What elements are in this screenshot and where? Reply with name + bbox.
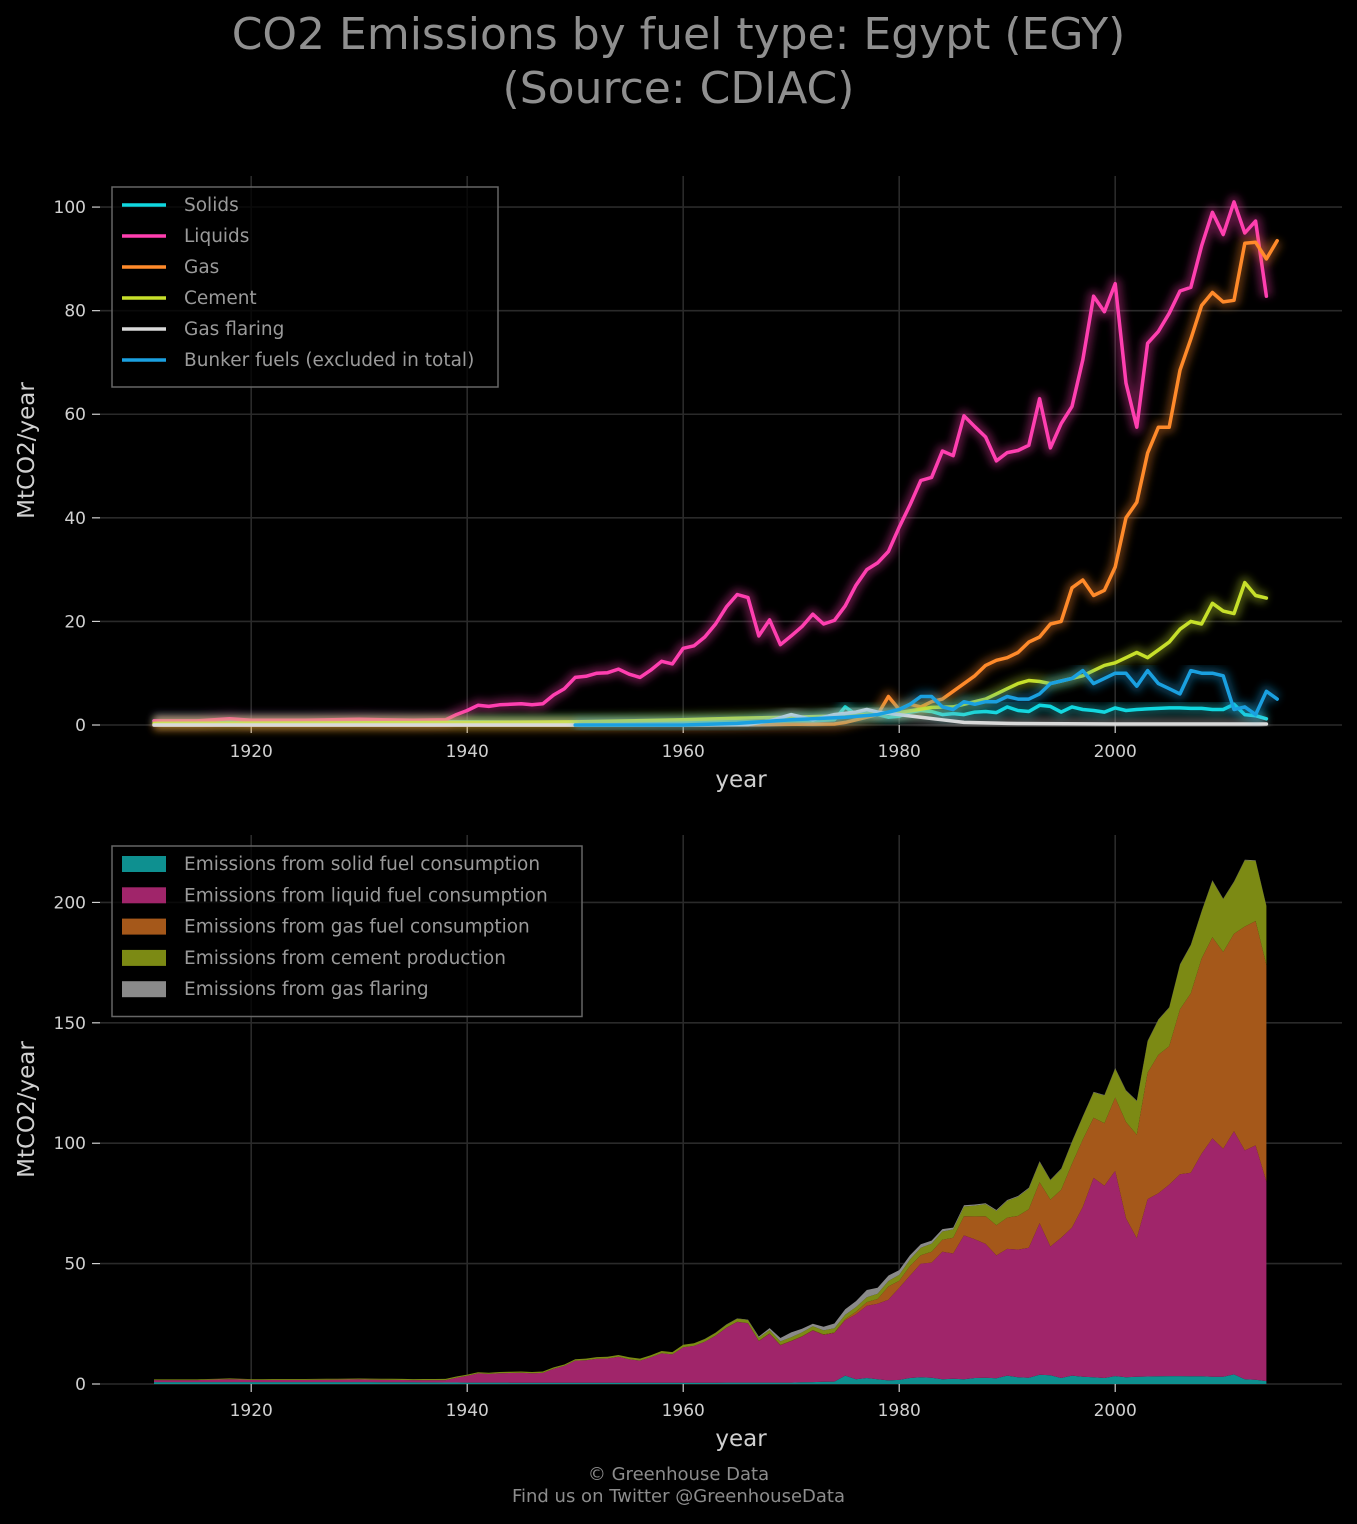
legend-label: Liquids (184, 226, 249, 247)
legend-label: Gas (184, 257, 219, 278)
legend-label: Emissions from cement production (184, 948, 506, 969)
legend-label: Bunker fuels (excluded in total) (184, 350, 474, 371)
y-axis-label: MtCO2/year (14, 382, 40, 519)
y-tick-label: 0 (75, 716, 86, 736)
x-axis-label: year (715, 767, 767, 793)
footer-twitter: Find us on Twitter @GreenhouseData (511, 1486, 846, 1507)
footer: © Greenhouse Data Find us on Twitter @Gr… (0, 1464, 1357, 1508)
x-axis-label: year (715, 1426, 767, 1452)
x-tick-label: 1980 (878, 1401, 921, 1421)
series-glow (153, 576, 1268, 730)
x-tick-label: 1940 (446, 1401, 489, 1421)
x-tick-label: 2000 (1094, 742, 1137, 762)
legend-swatch (122, 949, 166, 966)
y-tick-label: 0 (75, 1375, 86, 1395)
x-tick-label: 1960 (662, 1401, 705, 1421)
charts-canvas: 1920 1940 1960 1980 2000020406080100yearMtCO… (14, 176, 1342, 1452)
x-tick-label: 1980 (878, 742, 921, 762)
y-tick-label: 100 (54, 198, 86, 218)
series-line (152, 580, 1269, 726)
series-line (573, 668, 1279, 727)
legend-swatch (122, 856, 166, 872)
series-line (152, 238, 1279, 727)
series-line (152, 200, 1269, 723)
y-tick-label: 50 (64, 1255, 86, 1275)
x-tick-label: 1940 (446, 742, 489, 762)
y-tick-label: 150 (54, 1014, 86, 1034)
legend-label: Emissions from solid fuel consumption (184, 854, 540, 875)
y-tick-label: 40 (64, 509, 86, 529)
x-tick-label: 1920 (230, 1401, 273, 1421)
page-title: CO2 Emissions by fuel type: Egypt (EGY) … (0, 8, 1357, 116)
legend-swatch (122, 918, 166, 935)
legend-label: Emissions from liquid fuel consumption (184, 885, 548, 906)
legend-box (111, 186, 499, 388)
legend-swatch (122, 887, 166, 904)
legend-swatch (122, 981, 166, 998)
legend-label: Gas flaring (184, 319, 284, 340)
x-tick-label: 2000 (1094, 1401, 1137, 1421)
y-tick-label: 20 (64, 612, 86, 632)
legend-label: Emissions from gas flaring (184, 979, 429, 1000)
area-chart: 1920 1940 1960 1980 2000 0 50 100 150 200 year MtCO… (14, 835, 1342, 1452)
stacked-area (154, 1374, 1267, 1384)
y-axis-label: MtCO2/year (14, 1041, 40, 1178)
line-chart: 1920 1940 1960 1980 2000 0 20 40 60 80 100 year MtCO… (14, 176, 1342, 793)
title-line-1: CO2 Emissions by fuel type: Egypt (EGY) (231, 9, 1126, 60)
y-tick-label: 60 (64, 405, 86, 425)
y-tick-label: 200 (54, 893, 86, 913)
x-tick-label: 1960 (662, 742, 705, 762)
legend-label: Cement (184, 288, 257, 309)
title-line-2: (Source: CDIAC) (502, 63, 855, 114)
y-tick-label: 80 (64, 302, 86, 322)
footer-copyright: © Greenhouse Data (587, 1464, 770, 1485)
legend-label: Solids (184, 195, 239, 216)
x-tick-label: 1920 (230, 742, 273, 762)
legend-box (111, 845, 583, 1018)
stacked-area (154, 1131, 1267, 1383)
y-tick-label: 100 (54, 1134, 86, 1154)
legend-label: Emissions from gas fuel consumption (184, 917, 530, 938)
